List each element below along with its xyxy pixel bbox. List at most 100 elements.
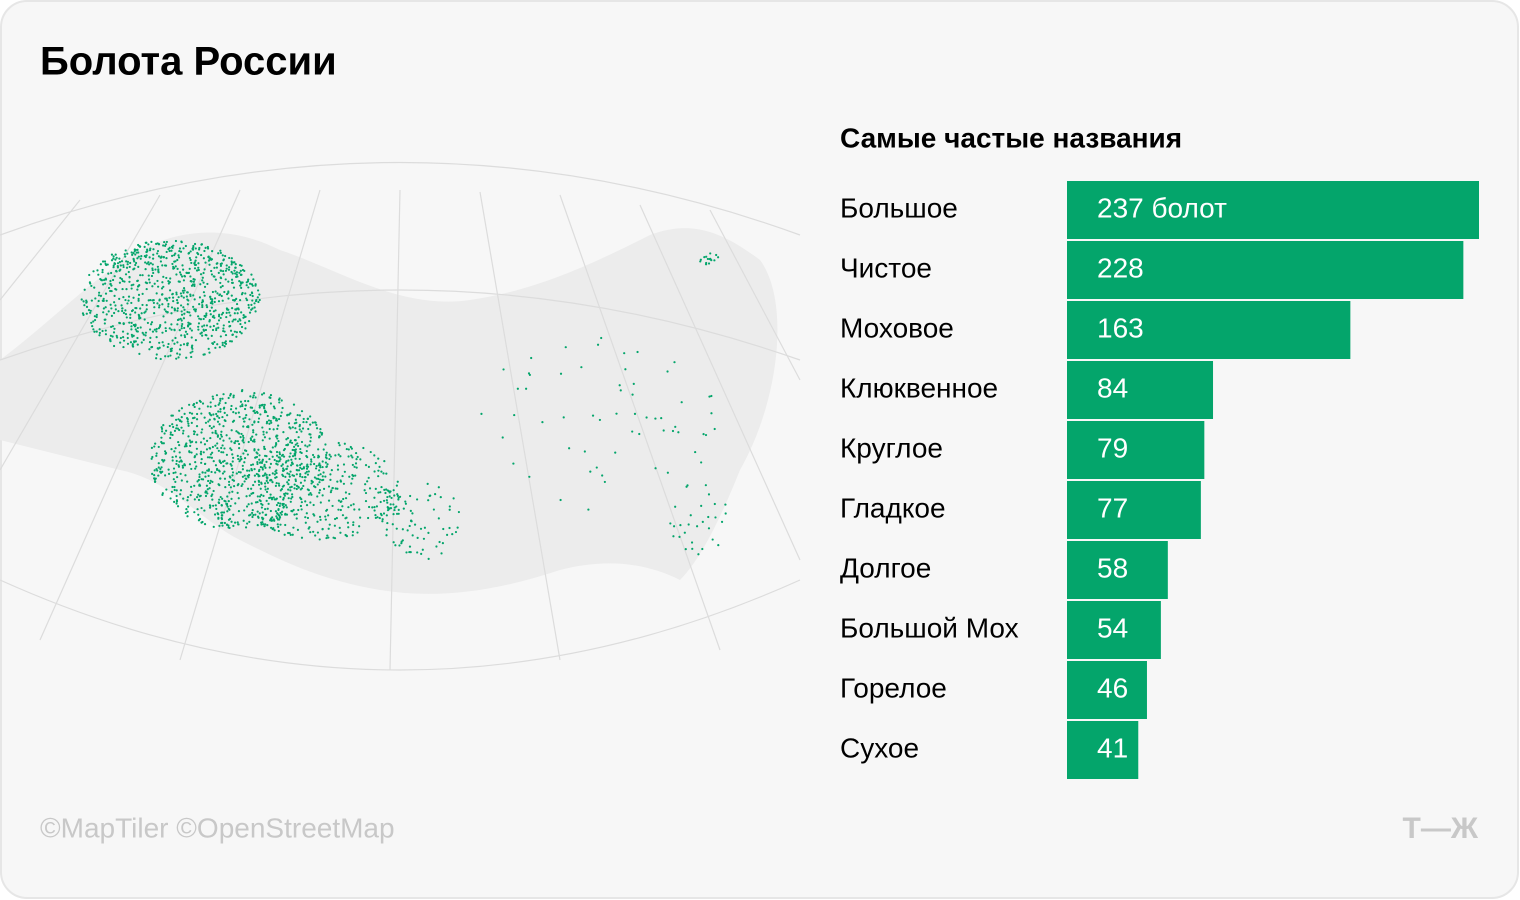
bog-dot [122, 264, 125, 267]
bog-dot [208, 320, 211, 323]
bog-dot [256, 462, 259, 466]
bog-dot [437, 486, 440, 489]
bog-dot [715, 253, 718, 257]
bog-dot [343, 470, 346, 473]
bog-dot [214, 471, 217, 474]
bog-dot [702, 433, 705, 436]
bog-dot [314, 534, 317, 537]
bog-dot [144, 281, 147, 284]
bog-dot [221, 397, 224, 400]
bog-dot [342, 463, 346, 466]
bog-dot [184, 474, 187, 477]
bog-dot [153, 469, 156, 472]
bog-dot [316, 520, 319, 523]
bog-dot [142, 333, 145, 336]
bog-dot [165, 276, 168, 280]
bog-dot [300, 536, 304, 539]
bog-dot [228, 437, 231, 440]
bog-dot [238, 432, 241, 435]
bog-dot [150, 323, 153, 326]
bog-dot [145, 308, 148, 311]
bog-dot [219, 477, 222, 480]
bog-dot [288, 455, 291, 458]
bog-dot [189, 258, 192, 262]
bog-dot [204, 471, 207, 474]
bog-dot [265, 499, 268, 502]
value-label: 77 [1097, 492, 1128, 523]
bog-dot [267, 502, 270, 505]
bog-dot [149, 262, 152, 265]
bog-dot [350, 482, 353, 485]
bog-dot [285, 460, 288, 463]
bog-dot [324, 518, 327, 521]
bog-dot [153, 445, 156, 448]
bog-dot [318, 491, 321, 494]
bog-dot [683, 531, 686, 534]
bog-dot [163, 450, 167, 453]
bog-dot [215, 327, 218, 330]
bog-dot [168, 327, 171, 330]
bog-dot [101, 271, 104, 274]
bog-dot [251, 294, 254, 298]
bog-dot [163, 308, 166, 311]
bog-dot [231, 471, 235, 474]
bog-dot [270, 479, 273, 482]
bog-dot [83, 304, 86, 307]
bog-dot [112, 257, 115, 260]
bog-dot [221, 524, 224, 527]
bog-dot [227, 268, 231, 271]
bog-dot [125, 316, 128, 319]
bog-dot [229, 486, 232, 489]
bog-dot [113, 275, 116, 278]
bog-dot [367, 516, 370, 520]
bog-dot [218, 460, 222, 463]
bog-dot [302, 420, 305, 424]
bog-dot [137, 297, 140, 300]
bog-dot [232, 410, 235, 414]
bog-dot [276, 516, 279, 520]
bog-dot [707, 262, 711, 265]
bog-dot [252, 483, 255, 487]
bog-dot [351, 477, 354, 480]
bog-dot [325, 508, 329, 511]
bog-dot [130, 309, 134, 313]
bog-dot [189, 351, 192, 354]
bog-dot [215, 266, 218, 269]
bog-dot [705, 261, 708, 265]
bog-dot [277, 424, 280, 427]
bog-dot [240, 311, 243, 314]
bog-dot [134, 261, 138, 265]
bog-dot [282, 467, 285, 470]
bog-dot [290, 485, 293, 488]
bog-dot [91, 325, 94, 328]
bog-dot [241, 291, 244, 295]
bog-dot [281, 453, 284, 456]
bog-dot [192, 244, 195, 248]
bog-dot [202, 291, 206, 294]
bog-dot [218, 423, 221, 426]
bog-dot [137, 265, 140, 268]
bog-dot [218, 346, 221, 349]
bog-dot [268, 396, 271, 399]
bog-dot [214, 346, 217, 349]
bog-dot [298, 414, 301, 417]
bog-dot [177, 356, 180, 359]
bog-dot [299, 475, 302, 478]
bog-dot [355, 458, 358, 461]
bog-dot [685, 485, 688, 488]
bog-dot [232, 456, 235, 459]
bog-dot [190, 412, 194, 415]
bog-dot [160, 436, 163, 439]
bog-dot [202, 257, 205, 260]
bog-dot [195, 418, 199, 421]
bog-dot [218, 498, 221, 501]
bog-dot [720, 520, 724, 523]
bog-dot [253, 474, 256, 477]
bog-dot [325, 453, 328, 457]
bog-dot [217, 326, 220, 329]
bog-dot [219, 286, 222, 289]
bog-dot [130, 284, 133, 287]
bog-dot [312, 503, 315, 507]
bog-dot [221, 254, 224, 257]
bog-dot [182, 268, 185, 271]
